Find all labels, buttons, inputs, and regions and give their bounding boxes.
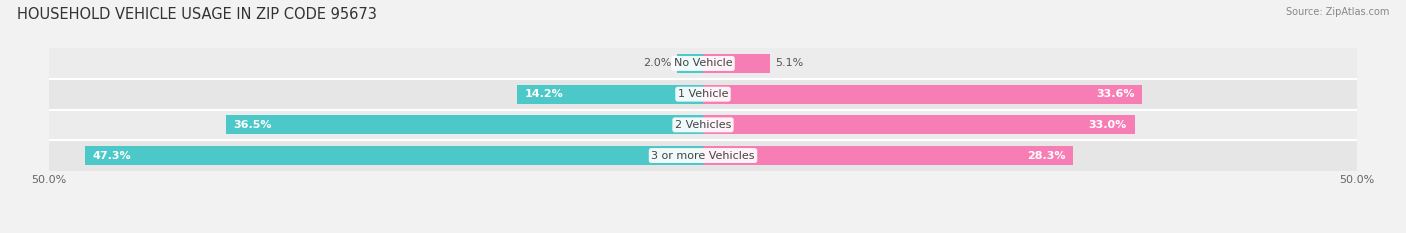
- Text: 1 Vehicle: 1 Vehicle: [678, 89, 728, 99]
- Bar: [49, 140, 1357, 171]
- Bar: [703, 54, 769, 73]
- Text: 2 Vehicles: 2 Vehicles: [675, 120, 731, 130]
- Text: 2.0%: 2.0%: [643, 58, 672, 69]
- Text: 5.1%: 5.1%: [775, 58, 803, 69]
- Text: 3 or more Vehicles: 3 or more Vehicles: [651, 151, 755, 161]
- Bar: [703, 146, 1073, 165]
- Text: 33.6%: 33.6%: [1097, 89, 1135, 99]
- Bar: [517, 85, 703, 104]
- Bar: [703, 85, 1142, 104]
- Bar: [49, 48, 1357, 79]
- Text: HOUSEHOLD VEHICLE USAGE IN ZIP CODE 95673: HOUSEHOLD VEHICLE USAGE IN ZIP CODE 9567…: [17, 7, 377, 22]
- Text: 36.5%: 36.5%: [233, 120, 273, 130]
- Text: No Vehicle: No Vehicle: [673, 58, 733, 69]
- Bar: [226, 115, 703, 134]
- Text: 28.3%: 28.3%: [1026, 151, 1066, 161]
- Bar: [49, 79, 1357, 110]
- Text: 47.3%: 47.3%: [93, 151, 131, 161]
- Bar: [49, 110, 1357, 140]
- Text: 33.0%: 33.0%: [1088, 120, 1126, 130]
- Bar: [676, 54, 703, 73]
- Text: 14.2%: 14.2%: [526, 89, 564, 99]
- Text: Source: ZipAtlas.com: Source: ZipAtlas.com: [1285, 7, 1389, 17]
- Bar: [84, 146, 703, 165]
- Bar: [703, 115, 1135, 134]
